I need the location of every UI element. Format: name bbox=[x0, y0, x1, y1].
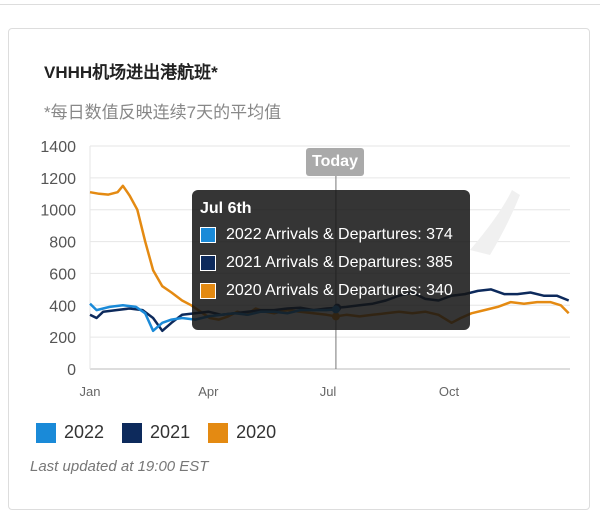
tooltip-row-label: 2022 Arrivals & Departures: 374 bbox=[226, 226, 453, 243]
swatch-2020 bbox=[200, 283, 216, 299]
tooltip-row-label: 2020 Arrivals & Departures: 340 bbox=[226, 282, 453, 299]
y-tick-label: 600 bbox=[49, 266, 76, 283]
legend-swatch bbox=[122, 422, 143, 443]
tooltip-row-label: 2021 Arrivals & Departures: 385 bbox=[226, 254, 453, 271]
y-tick-label: 0 bbox=[67, 362, 76, 379]
y-tick-label: 200 bbox=[49, 330, 76, 347]
x-tick-label: Jan bbox=[80, 384, 101, 399]
legend-item-2022[interactable]: 2022 bbox=[36, 422, 104, 443]
tooltip-date: Jul 6th bbox=[200, 200, 252, 217]
legend-swatch bbox=[208, 422, 229, 443]
legend-label: 2021 bbox=[150, 422, 191, 442]
legend-item-2020[interactable]: 2020 bbox=[208, 422, 276, 443]
swatch-2021 bbox=[200, 255, 216, 271]
legend-label: 2022 bbox=[64, 422, 105, 442]
tooltip-row-2021: 2021 Arrivals & Departures: 385 bbox=[200, 254, 453, 272]
watermark-plane-icon bbox=[470, 190, 520, 255]
legend-item-2021[interactable]: 2021 bbox=[122, 422, 190, 443]
y-tick-label: 1400 bbox=[40, 139, 76, 156]
y-tick-label: 1000 bbox=[40, 203, 76, 220]
legend-label: 2020 bbox=[236, 422, 277, 442]
y-tick-label: 800 bbox=[49, 235, 76, 252]
chart-subtitle: *每日数值反映连续7天的平均值 bbox=[44, 103, 282, 122]
x-tick-label: Jul bbox=[320, 384, 337, 399]
tooltip-row-2020: 2020 Arrivals & Departures: 340 bbox=[200, 282, 453, 300]
tooltip: Jul 6th 2022 Arrivals & Departures: 374 … bbox=[192, 190, 470, 330]
legend: 2022 2021 2020 bbox=[36, 422, 276, 443]
previous-card-edge bbox=[0, 0, 600, 5]
y-tick-label: 1200 bbox=[40, 171, 76, 188]
chart-title: VHHH机场进出港航班* bbox=[44, 63, 218, 82]
tooltip-row-2022: 2022 Arrivals & Departures: 374 bbox=[200, 226, 453, 244]
x-tick-label: Apr bbox=[198, 384, 219, 399]
last-updated: Last updated at 19:00 EST bbox=[30, 458, 209, 475]
today-marker-label: Today bbox=[306, 148, 364, 176]
y-tick-label: 400 bbox=[49, 298, 76, 315]
legend-swatch bbox=[36, 422, 56, 443]
swatch-2022 bbox=[200, 227, 216, 243]
x-tick-label: Oct bbox=[439, 384, 460, 399]
